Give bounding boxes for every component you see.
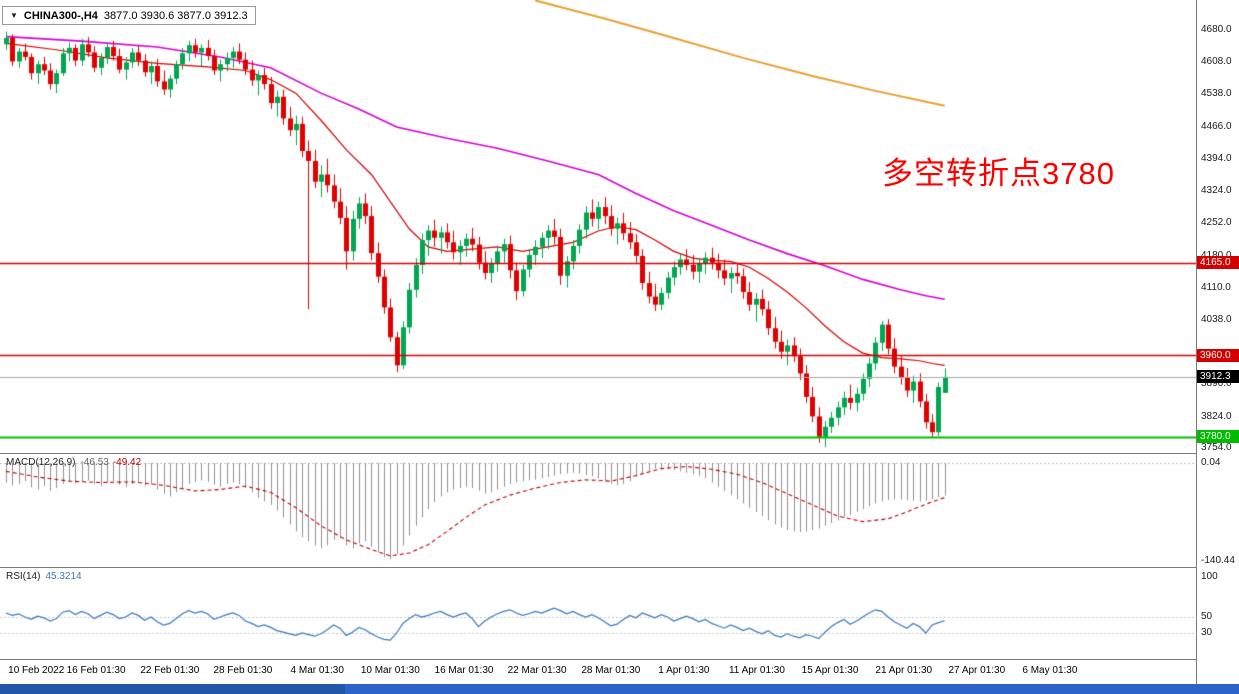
time-axis-label: 21 Apr 01:30 [875,665,933,676]
price-tick-label: 4608.0 [1201,56,1232,68]
macd-label: MACD(12,26,9) -46.53 -49.42 [6,457,141,468]
time-axis-label: 10 Feb 2022 [8,665,65,676]
time-axis-label: 22 Feb 01:30 [140,665,200,676]
price-tick-label: 4252.0 [1201,217,1232,229]
rsi-label: RSI(14) 45.3214 [6,571,82,582]
expander-icon[interactable]: ▼ [10,11,18,20]
rsi-panel: RSI(14) 45.3214 [0,568,1239,660]
time-axis-label: 10 Mar 01:30 [360,665,420,676]
time-axis-label: 16 Feb 01:30 [66,665,126,676]
rsi-scale-label: 50 [1201,611,1213,622]
time-axis-label: 11 Apr 01:30 [728,665,785,676]
macd-value-main: -46.53 [80,457,109,468]
rsi-scale-label: 100 [1201,571,1218,582]
current-price-label: 3912.3 [1197,370,1239,384]
taskbar-segment-right[interactable] [345,684,1239,694]
hline-price-label: 3780.0 [1197,430,1239,444]
time-axis-label: 6 May 01:30 [1022,665,1078,676]
price-tick-label: 4324.0 [1201,184,1232,196]
macd-panel: MACD(12,26,9) -46.53 -49.42 [0,454,1239,568]
time-axis-label: 28 Mar 01:30 [581,665,641,676]
taskbar-strip[interactable] [0,684,1239,694]
price-tick-label: 4538.0 [1201,88,1232,100]
price-tick-label: 3896.0 [1201,378,1232,390]
taskbar-segment-left[interactable] [0,684,345,694]
price-scale[interactable]: 4680.0 4608.0 4538.0 4466.0 4394.0 4324.0 4252… [1196,0,1239,684]
macd-scale-label: -140.44 [1201,555,1235,567]
macd-name: MACD(12,26,9) [6,457,76,468]
rsi-chart-canvas[interactable] [0,568,1196,659]
hline-price-label: 3960.0 [1197,348,1239,362]
time-axis-label: 4 Mar 01:30 [290,665,344,676]
macd-value-signal: -49.42 [112,457,142,468]
annotation-text: 多空转折点3780 [882,156,1115,191]
macd-chart-canvas[interactable] [0,454,1196,567]
time-axis-label: 16 Mar 01:30 [434,665,494,676]
macd-scale-label: 0.04 [1201,456,1221,468]
time-axis-label: 15 Apr 01:30 [801,665,859,676]
price-tick-label: 4038.0 [1201,314,1232,326]
price-tick-label: 4466.0 [1201,120,1232,132]
price-chart-canvas[interactable] [0,0,1196,453]
time-axis-label: 27 Apr 01:30 [948,665,1006,676]
price-tick-label: 4110.0 [1201,281,1231,293]
time-axis-label: 22 Mar 01:30 [507,665,567,676]
chart-title-box[interactable]: ▼ CHINA300-,H4 3877.0 3930.6 3877.0 3912… [2,6,256,25]
time-axis-label: 1 Apr 01:30 [658,665,710,676]
price-chart-panel: ▼ CHINA300-,H4 3877.0 3930.6 3877.0 3912… [0,0,1239,454]
time-axis-label: 28 Feb 01:30 [213,665,273,676]
rsi-value: 45.3214 [45,571,82,582]
price-tick-label: 3754.0 [1201,442,1232,454]
hline-price-label: 4165.0 [1197,256,1239,270]
rsi-name: RSI(14) [6,571,41,582]
rsi-scale-label: 30 [1201,627,1213,638]
price-tick-label: 3824.0 [1201,410,1232,422]
ohlc-values: 3877.0 3930.6 3877.0 3912.3 [103,9,248,22]
price-tick-label: 4680.0 [1201,23,1232,35]
price-tick-label: 4394.0 [1201,153,1232,165]
price-tick-label: 4180.0 [1201,250,1232,261]
symbol-timeframe-label: CHINA300-,H4 [23,9,98,22]
time-axis[interactable]: 10 Feb 2022 16 Feb 01:30 22 Feb 01:30 28 Fe… [0,660,1239,684]
